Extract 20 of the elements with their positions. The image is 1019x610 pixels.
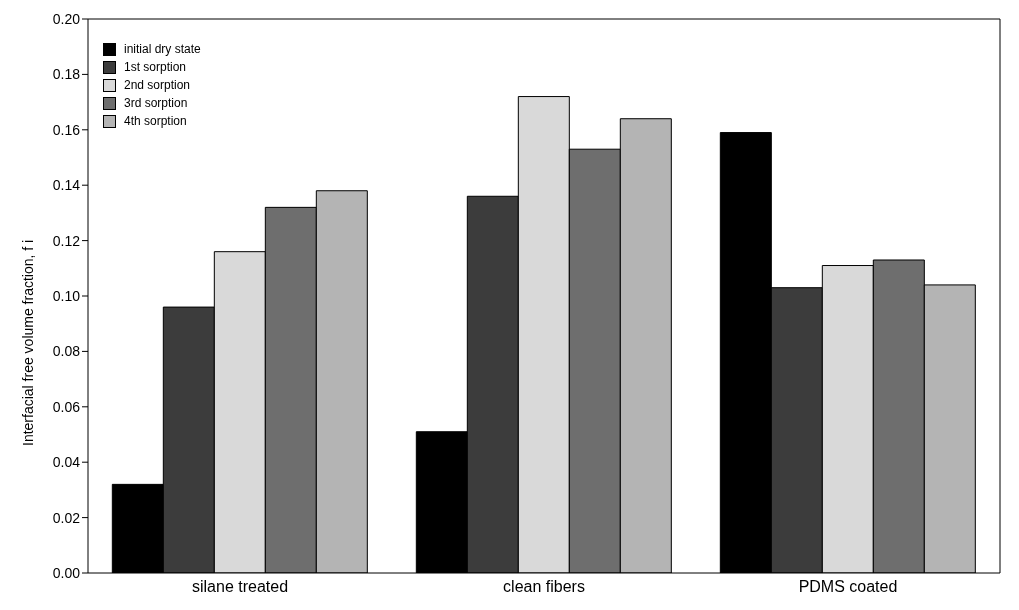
- y-tick-label: 0.14: [52, 177, 81, 194]
- legend-label: 1st sorption: [124, 59, 187, 76]
- y-tick-label: 0.02: [52, 509, 81, 526]
- legend-label: 3rd sorption: [124, 95, 188, 112]
- y-axis-title: Interfacial free volume fraction, f i: [19, 239, 36, 446]
- y-tick-label: 0.04: [52, 454, 81, 471]
- y-tick-label: 0.10: [52, 287, 81, 304]
- y-tick-label: 0.06: [52, 398, 81, 415]
- x-tick-label: silane treated: [191, 578, 289, 596]
- y-tick-label: 0.16: [52, 121, 81, 138]
- x-tick-label: clean fibers: [503, 578, 585, 596]
- y-tick-label: 0.00: [52, 564, 81, 581]
- y-tick-label: 0.20: [52, 10, 81, 27]
- x-tick-label: PDMS coated: [798, 578, 898, 596]
- y-tick-label: 0.18: [52, 66, 81, 83]
- legend-label: initial dry state: [124, 41, 201, 58]
- y-tick-label: 0.12: [52, 232, 81, 249]
- y-tick-label: 0.08: [52, 343, 81, 360]
- legend-label: 4th sorption: [124, 113, 187, 130]
- legend-label: 2nd sorption: [124, 77, 191, 94]
